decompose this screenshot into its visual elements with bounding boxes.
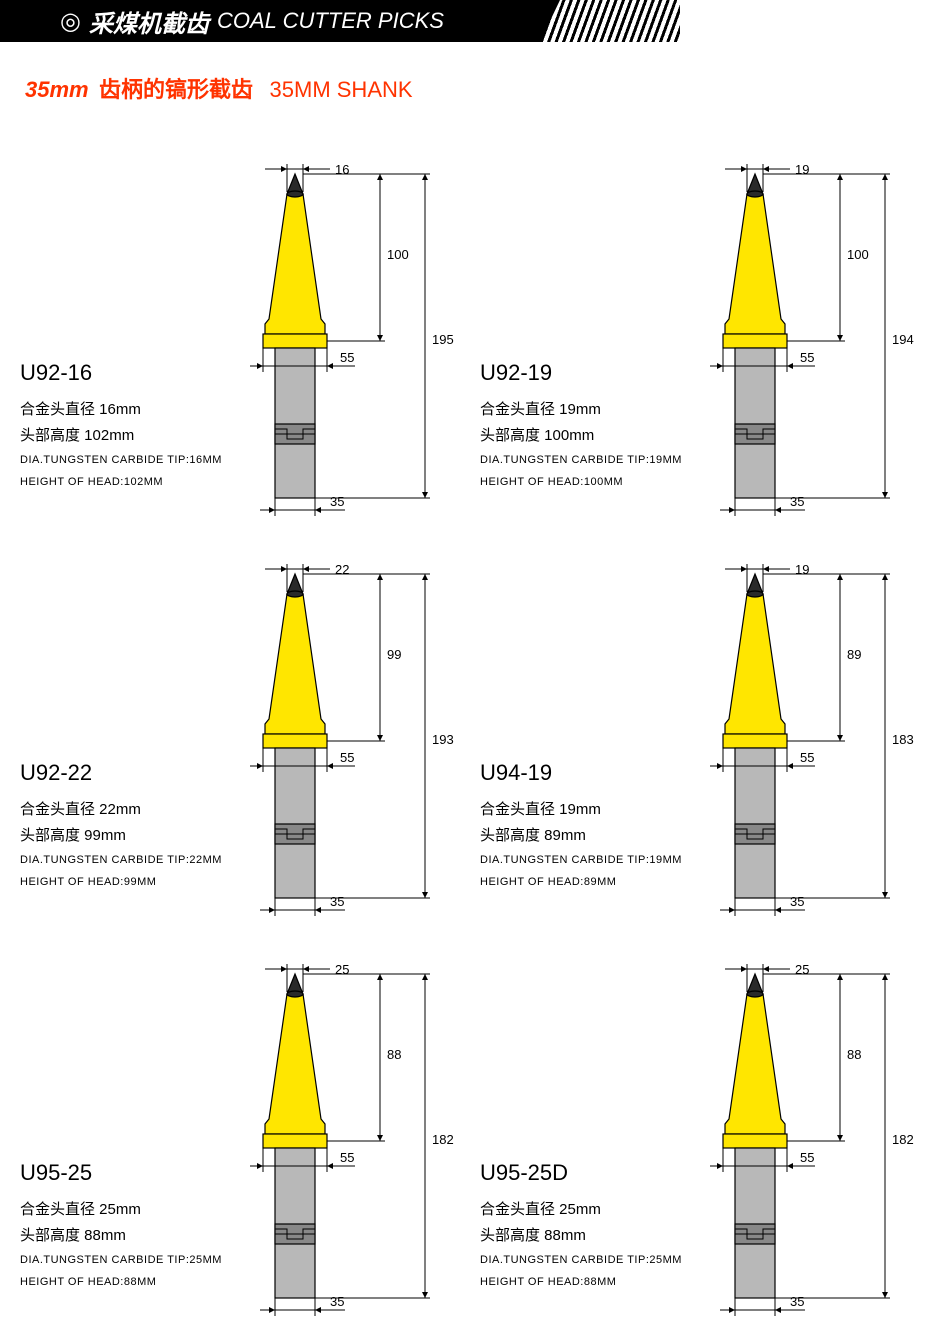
pick-head-h-en: HEIGHT OF HEAD:102MM xyxy=(20,474,222,492)
pick-head-h-cn: 头部高度 89mm xyxy=(480,823,682,849)
pick-label-block: U92-16 合金头直径 16mm 头部高度 102mm DIA.TUNGSTE… xyxy=(20,354,222,492)
pick-drawing: 22 99 193 55 xyxy=(245,534,465,924)
dim-tip: 19 xyxy=(795,562,809,577)
bullet-icon: ◎ xyxy=(60,7,81,36)
pick-head-h-en: HEIGHT OF HEAD:89MM xyxy=(480,874,682,892)
pick-tip-dia-cn: 合金头直径 25mm xyxy=(20,1197,222,1223)
pick-tip-dia-en: DIA.TUNGSTEN CARBIDE TIP:22MM xyxy=(20,852,222,870)
subtitle-en: 35MM SHANK xyxy=(270,77,413,102)
dim-total: 182 xyxy=(892,1132,914,1147)
dim-tip: 22 xyxy=(335,562,349,577)
pick-head-h-en: HEIGHT OF HEAD:100MM xyxy=(480,474,682,492)
header-title-en: COAL CUTTER PICKS xyxy=(217,8,444,34)
dim-total: 195 xyxy=(432,332,454,347)
dim-collar: 55 xyxy=(340,350,354,365)
pick-tip-dia-cn: 合金头直径 22mm xyxy=(20,797,222,823)
dim-collar: 55 xyxy=(340,1150,354,1165)
dim-shank: 35 xyxy=(790,894,804,909)
dim-total: 194 xyxy=(892,332,914,347)
dim-tip: 25 xyxy=(335,962,349,977)
pick-tip-dia-cn: 合金头直径 16mm xyxy=(20,397,222,423)
pick-label-block: U94-19 合金头直径 19mm 头部高度 89mm DIA.TUNGSTEN… xyxy=(480,754,682,892)
pick-tip-dia-en: DIA.TUNGSTEN CARBIDE TIP:25MM xyxy=(480,1252,682,1270)
pick-head-h-cn: 头部高度 88mm xyxy=(480,1223,682,1249)
pick-head-h-en: HEIGHT OF HEAD:99MM xyxy=(20,874,222,892)
pick-tip-dia-en: DIA.TUNGSTEN CARBIDE TIP:19MM xyxy=(480,852,682,870)
pick-head-h-cn: 头部高度 100mm xyxy=(480,423,682,449)
dim-shank: 35 xyxy=(790,494,804,509)
pick-head-h-en: HEIGHT OF HEAD:88MM xyxy=(480,1274,682,1292)
pick-cell: U92-16 合金头直径 16mm 头部高度 102mm DIA.TUNGSTE… xyxy=(10,124,470,524)
dim-total: 193 xyxy=(432,732,454,747)
dim-head: 88 xyxy=(847,1047,861,1062)
header-stripes xyxy=(540,0,680,42)
pick-head-h-cn: 头部高度 88mm xyxy=(20,1223,222,1249)
pick-tip-dia-en: DIA.TUNGSTEN CARBIDE TIP:25MM xyxy=(20,1252,222,1270)
dim-head: 89 xyxy=(847,647,861,662)
header-title-cn: 采煤机截齿 xyxy=(89,4,209,39)
dim-head: 100 xyxy=(847,247,869,262)
pick-drawing: 25 88 182 55 xyxy=(245,934,465,1324)
pick-tip-dia-cn: 合金头直径 19mm xyxy=(480,797,682,823)
dim-collar: 55 xyxy=(340,750,354,765)
dim-head: 88 xyxy=(387,1047,401,1062)
pick-drawing: 19 100 194 55 xyxy=(705,134,925,524)
pick-tip-dia-cn: 合金头直径 19mm xyxy=(480,397,682,423)
dim-collar: 55 xyxy=(800,350,814,365)
dim-collar: 55 xyxy=(800,750,814,765)
dim-head: 100 xyxy=(387,247,409,262)
pick-cell: U95-25 合金头直径 25mm 头部高度 88mm DIA.TUNGSTEN… xyxy=(10,924,470,1324)
pick-model: U95-25D xyxy=(480,1154,682,1191)
picks-grid: U92-16 合金头直径 16mm 头部高度 102mm DIA.TUNGSTE… xyxy=(0,124,940,1324)
dim-tip: 25 xyxy=(795,962,809,977)
pick-head-h-en: HEIGHT OF HEAD:88MM xyxy=(20,1274,222,1292)
subtitle: 35mm 齿柄的镐形截齿 35MM SHANK xyxy=(25,72,940,104)
pick-tip-dia-cn: 合金头直径 25mm xyxy=(480,1197,682,1223)
pick-head-h-cn: 头部高度 99mm xyxy=(20,823,222,849)
dim-total: 183 xyxy=(892,732,914,747)
subtitle-cn: 齿柄的镐形截齿 xyxy=(99,77,253,102)
dim-collar: 55 xyxy=(800,1150,814,1165)
dim-tip: 19 xyxy=(795,162,809,177)
pick-drawing: 19 89 183 55 xyxy=(705,534,925,924)
pick-model: U92-19 xyxy=(480,354,682,391)
dim-shank: 35 xyxy=(330,494,344,509)
pick-cell: U94-19 合金头直径 19mm 头部高度 89mm DIA.TUNGSTEN… xyxy=(470,524,930,924)
pick-model: U92-22 xyxy=(20,754,222,791)
page-header: ◎ 采煤机截齿 COAL CUTTER PICKS xyxy=(0,0,940,42)
pick-model: U94-19 xyxy=(480,754,682,791)
dim-shank: 35 xyxy=(330,1294,344,1309)
pick-cell: U92-19 合金头直径 19mm 头部高度 100mm DIA.TUNGSTE… xyxy=(470,124,930,524)
dim-tip: 16 xyxy=(335,162,349,177)
dim-head: 99 xyxy=(387,647,401,662)
pick-drawing: 25 88 182 55 xyxy=(705,934,925,1324)
pick-label-block: U92-22 合金头直径 22mm 头部高度 99mm DIA.TUNGSTEN… xyxy=(20,754,222,892)
pick-drawing: 16 100 195 55 xyxy=(245,134,465,524)
pick-label-block: U95-25 合金头直径 25mm 头部高度 88mm DIA.TUNGSTEN… xyxy=(20,1154,222,1292)
pick-tip-dia-en: DIA.TUNGSTEN CARBIDE TIP:16MM xyxy=(20,452,222,470)
pick-cell: U95-25D 合金头直径 25mm 头部高度 88mm DIA.TUNGSTE… xyxy=(470,924,930,1324)
dim-total: 182 xyxy=(432,1132,454,1147)
pick-cell: U92-22 合金头直径 22mm 头部高度 99mm DIA.TUNGSTEN… xyxy=(10,524,470,924)
pick-label-block: U95-25D 合金头直径 25mm 头部高度 88mm DIA.TUNGSTE… xyxy=(480,1154,682,1292)
pick-model: U92-16 xyxy=(20,354,222,391)
pick-head-h-cn: 头部高度 102mm xyxy=(20,423,222,449)
subtitle-prefix: 35mm xyxy=(25,77,89,102)
dim-shank: 35 xyxy=(330,894,344,909)
header-title-bar: ◎ 采煤机截齿 COAL CUTTER PICKS xyxy=(0,0,560,42)
pick-label-block: U92-19 合金头直径 19mm 头部高度 100mm DIA.TUNGSTE… xyxy=(480,354,682,492)
pick-model: U95-25 xyxy=(20,1154,222,1191)
dim-shank: 35 xyxy=(790,1294,804,1309)
pick-tip-dia-en: DIA.TUNGSTEN CARBIDE TIP:19MM xyxy=(480,452,682,470)
